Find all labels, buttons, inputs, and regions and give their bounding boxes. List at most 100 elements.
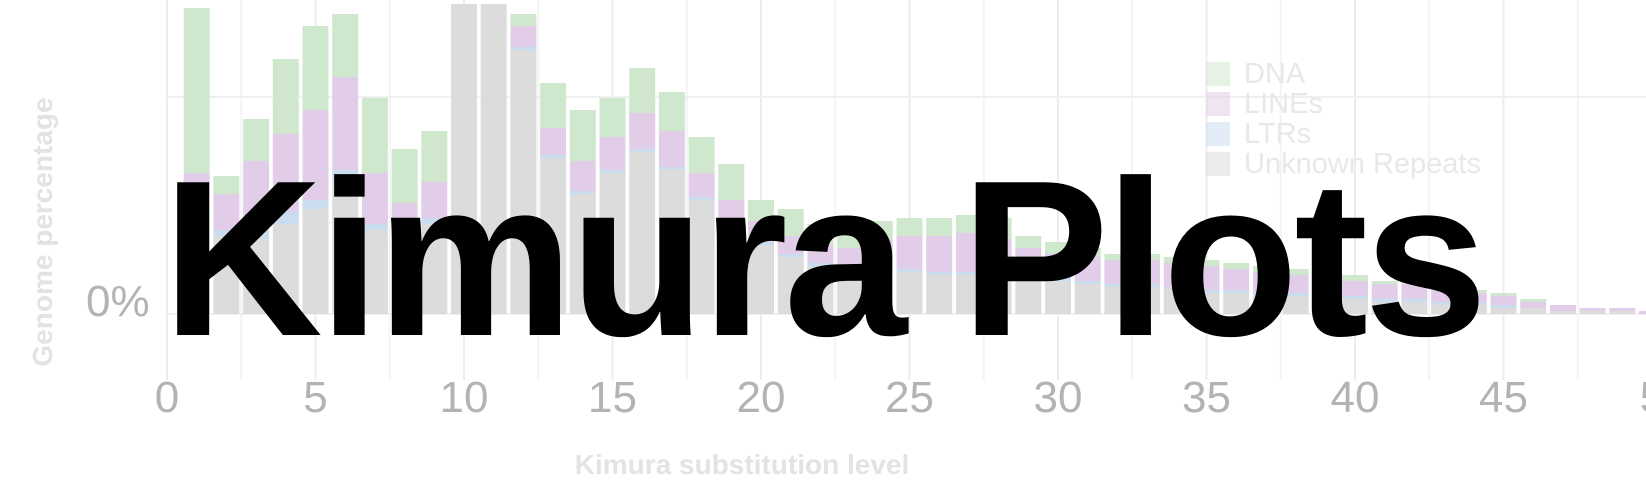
bar-segment-lines <box>599 137 626 170</box>
x-tick-label: 5 <box>1640 373 1646 422</box>
bar-segment-ltrs <box>183 209 210 218</box>
bar-segment-ltrs <box>540 155 567 158</box>
legend-swatch <box>1206 62 1230 86</box>
bar-segment-dna <box>1252 266 1279 272</box>
bar-segment-ltrs <box>748 242 774 245</box>
bar-segment-ltrs <box>243 224 270 239</box>
bar-segment-dna <box>629 68 656 113</box>
bar-segment-lines <box>1342 281 1368 296</box>
bar-segment-dna <box>1431 287 1458 290</box>
bar-segment-dna <box>658 92 685 131</box>
x-tick-label: 45 <box>1479 373 1528 422</box>
bar-segment-dna <box>1342 275 1368 281</box>
bar-segment-ltrs <box>1282 293 1309 296</box>
bar-segment-unknown-repeats <box>213 236 240 314</box>
bar-segment-unknown-repeats <box>777 257 804 314</box>
bar-segment-lines <box>748 221 774 242</box>
x-tick-label: 5 <box>303 373 327 422</box>
bar-segment-unknown-repeats <box>1104 287 1131 314</box>
bar-segment-lines <box>510 26 537 47</box>
bar-segment-unknown-repeats <box>1074 284 1101 314</box>
bar-segment-ltrs <box>718 221 745 224</box>
bar-segment-ltrs <box>629 149 656 152</box>
bar-segment-ltrs <box>896 269 923 272</box>
bar-segment-unknown-repeats <box>658 170 685 314</box>
bar-segment-lines <box>243 161 270 224</box>
bar-segment-lines <box>1252 272 1279 293</box>
bar-segment-ltrs <box>1193 290 1220 293</box>
bar-segment-unknown-repeats <box>837 269 864 314</box>
bar-segment-lines <box>1163 263 1190 287</box>
bar-segment-lines <box>896 236 923 269</box>
bar-segment-ltrs <box>926 272 953 275</box>
bar-segment-ltrs <box>510 47 537 50</box>
bar-segment-dna <box>243 119 270 161</box>
bar-segment-lines <box>629 113 656 149</box>
bar-segment-ltrs <box>1015 275 1042 278</box>
bar-segment-lines <box>1490 296 1517 305</box>
bar-segment-dna <box>599 98 626 137</box>
bar-segment-ltrs <box>302 200 329 209</box>
bar-segment-dna <box>896 218 923 236</box>
bar-segment-unknown-repeats <box>510 50 537 314</box>
bar-segment-dna <box>213 176 240 194</box>
bar-segment-lines <box>1282 275 1309 293</box>
bar-segment-ltrs <box>688 197 715 200</box>
bar-segment-unknown-repeats <box>1549 311 1576 314</box>
bar-series <box>183 4 1646 314</box>
bar-segment-ltrs <box>777 254 804 257</box>
bar-segment-lines <box>302 110 329 200</box>
bar-segment-lines <box>1074 257 1101 281</box>
bar-segment-unknown-repeats <box>1401 302 1428 314</box>
bar-segment-unknown-repeats <box>629 152 656 314</box>
bar-segment-unknown-repeats <box>569 194 596 314</box>
x-tick-labels: 0 5 10 15 20 25 30 35 40 45 5 <box>155 373 1646 422</box>
bar-segment-lines <box>777 236 804 254</box>
bar-segment-lines <box>1045 254 1071 278</box>
bar-segment-unknown-repeats <box>1282 296 1309 314</box>
bar-segment-ltrs <box>985 272 1012 275</box>
bar-segment-ltrs <box>1401 299 1428 302</box>
bar-segment-ltrs <box>421 218 448 224</box>
bar-segment-dna <box>1490 293 1517 296</box>
bar-segment-dna <box>1104 254 1131 260</box>
bar-segment-unknown-repeats <box>866 272 893 314</box>
bar-segment-dna <box>1045 242 1071 254</box>
bar-segment-lines <box>272 134 299 212</box>
bar-segment-dna <box>510 14 537 26</box>
bar-segment-lines <box>955 233 982 272</box>
bar-segment-dna <box>1520 299 1547 302</box>
legend-label: Unknown Repeats <box>1244 148 1481 180</box>
bar-segment-unknown-repeats <box>1520 308 1547 314</box>
bar-segment-unknown-repeats <box>243 239 270 314</box>
bar-segment-unknown-repeats <box>1045 281 1071 314</box>
bar-segment-lines <box>391 203 418 233</box>
x-tick-label: 20 <box>737 373 786 422</box>
bar-segment-dna <box>1312 272 1339 278</box>
x-tick-label: 35 <box>1182 373 1231 422</box>
legend-label: LINEs <box>1244 88 1323 120</box>
bar-segment-unknown-repeats <box>1312 299 1339 314</box>
bar-segment-dna <box>777 209 804 236</box>
bar-segment-ltrs <box>1431 302 1458 305</box>
x-tick-label: 25 <box>885 373 934 422</box>
bar-segment-unknown-repeats <box>421 224 448 314</box>
bar-segment-unknown-repeats <box>332 182 359 314</box>
bar-segment-lines <box>926 236 953 272</box>
bar-segment-dna <box>1460 290 1487 293</box>
legend-label: DNA <box>1244 58 1306 90</box>
bar-segment-dna <box>926 218 953 236</box>
bar-segment-lines <box>1193 266 1220 290</box>
bar-segment-lines <box>807 245 834 263</box>
bar-segment-dna <box>1401 281 1428 284</box>
bar-segment-unknown-repeats <box>272 224 299 314</box>
x-tick-label: 15 <box>588 373 637 422</box>
bar-segment-dna <box>272 59 299 134</box>
bar-segment-lines <box>1431 290 1458 302</box>
bar-segment-dna <box>1282 269 1309 275</box>
bar-segment-unknown-repeats <box>1134 287 1161 314</box>
bar-segment-dna <box>1015 236 1042 248</box>
bar-segment-lines <box>213 194 240 230</box>
bar-segment-unknown-repeats <box>1609 311 1636 314</box>
